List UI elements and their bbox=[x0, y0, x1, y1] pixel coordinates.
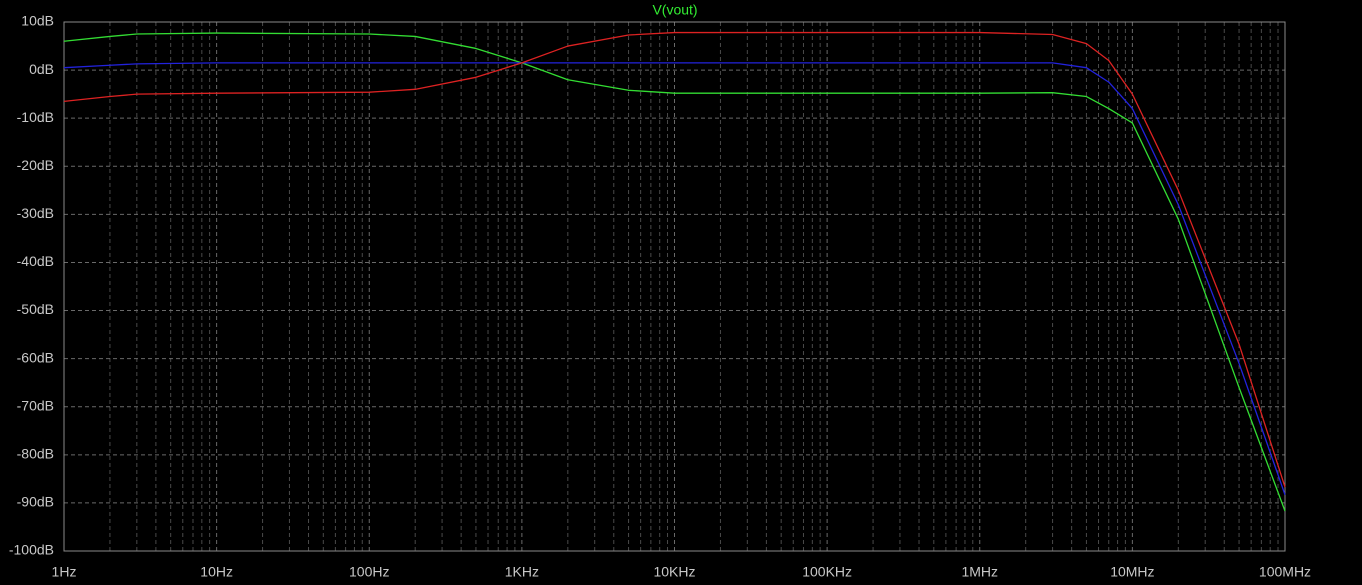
y-tick-label: -100dB bbox=[9, 542, 54, 558]
x-tick-label: 100Hz bbox=[349, 564, 389, 580]
y-tick-label: -60dB bbox=[17, 349, 54, 365]
y-tick-label: -70dB bbox=[17, 397, 54, 413]
x-tick-label: 100KHz bbox=[802, 564, 852, 580]
x-tick-label: 1Hz bbox=[52, 564, 77, 580]
x-tick-label: 10MHz bbox=[1110, 564, 1154, 580]
y-tick-label: -50dB bbox=[17, 301, 54, 317]
y-tick-label: 0dB bbox=[29, 61, 54, 77]
y-tick-label: -20dB bbox=[17, 157, 54, 173]
y-tick-label: 10dB bbox=[21, 13, 54, 29]
x-tick-label: 1MHz bbox=[961, 564, 998, 580]
x-tick-label: 100MHz bbox=[1259, 564, 1311, 580]
y-tick-label: -90dB bbox=[17, 494, 54, 510]
x-tick-label: 10KHz bbox=[653, 564, 695, 580]
y-tick-label: -10dB bbox=[17, 109, 54, 125]
x-tick-label: 10Hz bbox=[200, 564, 233, 580]
y-tick-label: -80dB bbox=[17, 446, 54, 462]
plot-frame bbox=[63, 21, 1286, 552]
series-line bbox=[63, 62, 1286, 495]
chart-title: V(vout) bbox=[652, 2, 697, 18]
series-line bbox=[63, 31, 1286, 488]
x-tick-label: 1KHz bbox=[505, 564, 539, 580]
y-tick-label: -30dB bbox=[17, 205, 54, 221]
y-tick-label: -40dB bbox=[17, 253, 54, 269]
series-line bbox=[63, 32, 1286, 512]
